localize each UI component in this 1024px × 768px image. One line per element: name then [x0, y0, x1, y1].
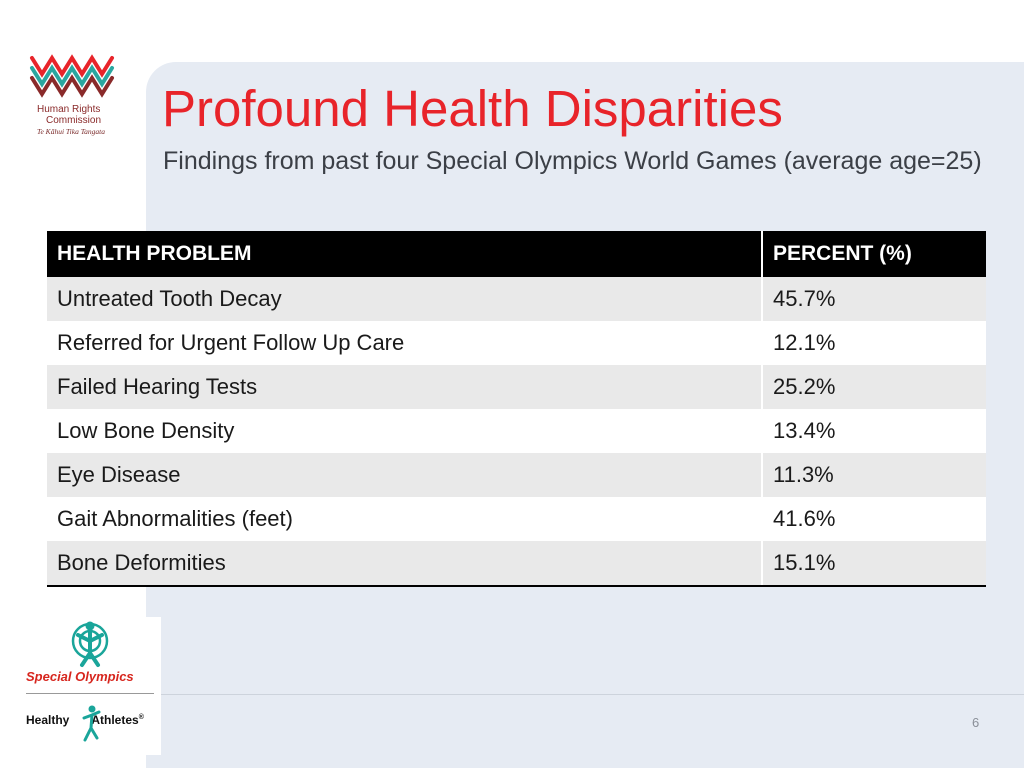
hrc-subline: Te Kāhui Tika Tangata [37, 127, 106, 136]
hrc-logo-text: Human Rights Commission Te Kāhui Tika Ta… [37, 104, 105, 137]
table-row: Untreated Tooth Decay 45.7% [47, 277, 986, 321]
percent-cell: 41.6% [761, 497, 986, 541]
logo-divider [26, 693, 154, 694]
health-problem-cell: Eye Disease [47, 453, 762, 497]
health-problem-cell: Bone Deformities [47, 541, 762, 587]
registered-mark: ® [138, 714, 144, 721]
header-health-problem: HEALTH PROBLEM [47, 231, 762, 277]
special-olympics-wordmark: Special Olympics [26, 669, 134, 684]
healthy-athletes-figure-icon [82, 705, 101, 742]
percent-cell: 15.1% [761, 541, 986, 587]
hrc-line-1: Human Rights [37, 104, 101, 115]
table-row: Bone Deformities 15.1% [47, 541, 986, 587]
table-row: Failed Hearing Tests 25.2% [47, 365, 986, 409]
health-problem-cell: Untreated Tooth Decay [47, 277, 762, 321]
table-row: Low Bone Density 13.4% [47, 409, 986, 453]
healthy-athletes-wordmark: Healthy Athletes® [26, 713, 144, 727]
percent-cell: 11.3% [761, 453, 986, 497]
healthy-word: Healthy [26, 713, 70, 727]
human-rights-commission-logo-icon [30, 54, 114, 98]
slide-subtitle: Findings from past four Special Olympics… [163, 147, 982, 175]
table-row: Referred for Urgent Follow Up Care 12.1% [47, 321, 986, 365]
special-olympics-figure-icon [71, 621, 109, 667]
health-problem-cell: Referred for Urgent Follow Up Care [47, 321, 762, 365]
table-row: Gait Abnormalities (feet) 41.6% [47, 497, 986, 541]
page-number: 6 [972, 715, 980, 730]
percent-cell: 13.4% [761, 409, 986, 453]
table-header-row: HEALTH PROBLEM PERCENT (%) [47, 231, 986, 277]
footer-divider [161, 694, 1024, 695]
table-row: Eye Disease 11.3% [47, 453, 986, 497]
health-problem-cell: Low Bone Density [47, 409, 762, 453]
athletes-word: Athletes [91, 713, 139, 727]
slide-title: Profound Health Disparities [162, 80, 783, 137]
health-problems-table: HEALTH PROBLEM PERCENT (%) Untreated Too… [47, 231, 986, 587]
header-percent: PERCENT (%) [761, 231, 986, 277]
percent-cell: 12.1% [761, 321, 986, 365]
percent-cell: 25.2% [761, 365, 986, 409]
percent-cell: 45.7% [761, 277, 986, 321]
health-problem-cell: Failed Hearing Tests [47, 365, 762, 409]
health-problem-cell: Gait Abnormalities (feet) [47, 497, 762, 541]
hrc-line-2: Commission [46, 115, 102, 126]
